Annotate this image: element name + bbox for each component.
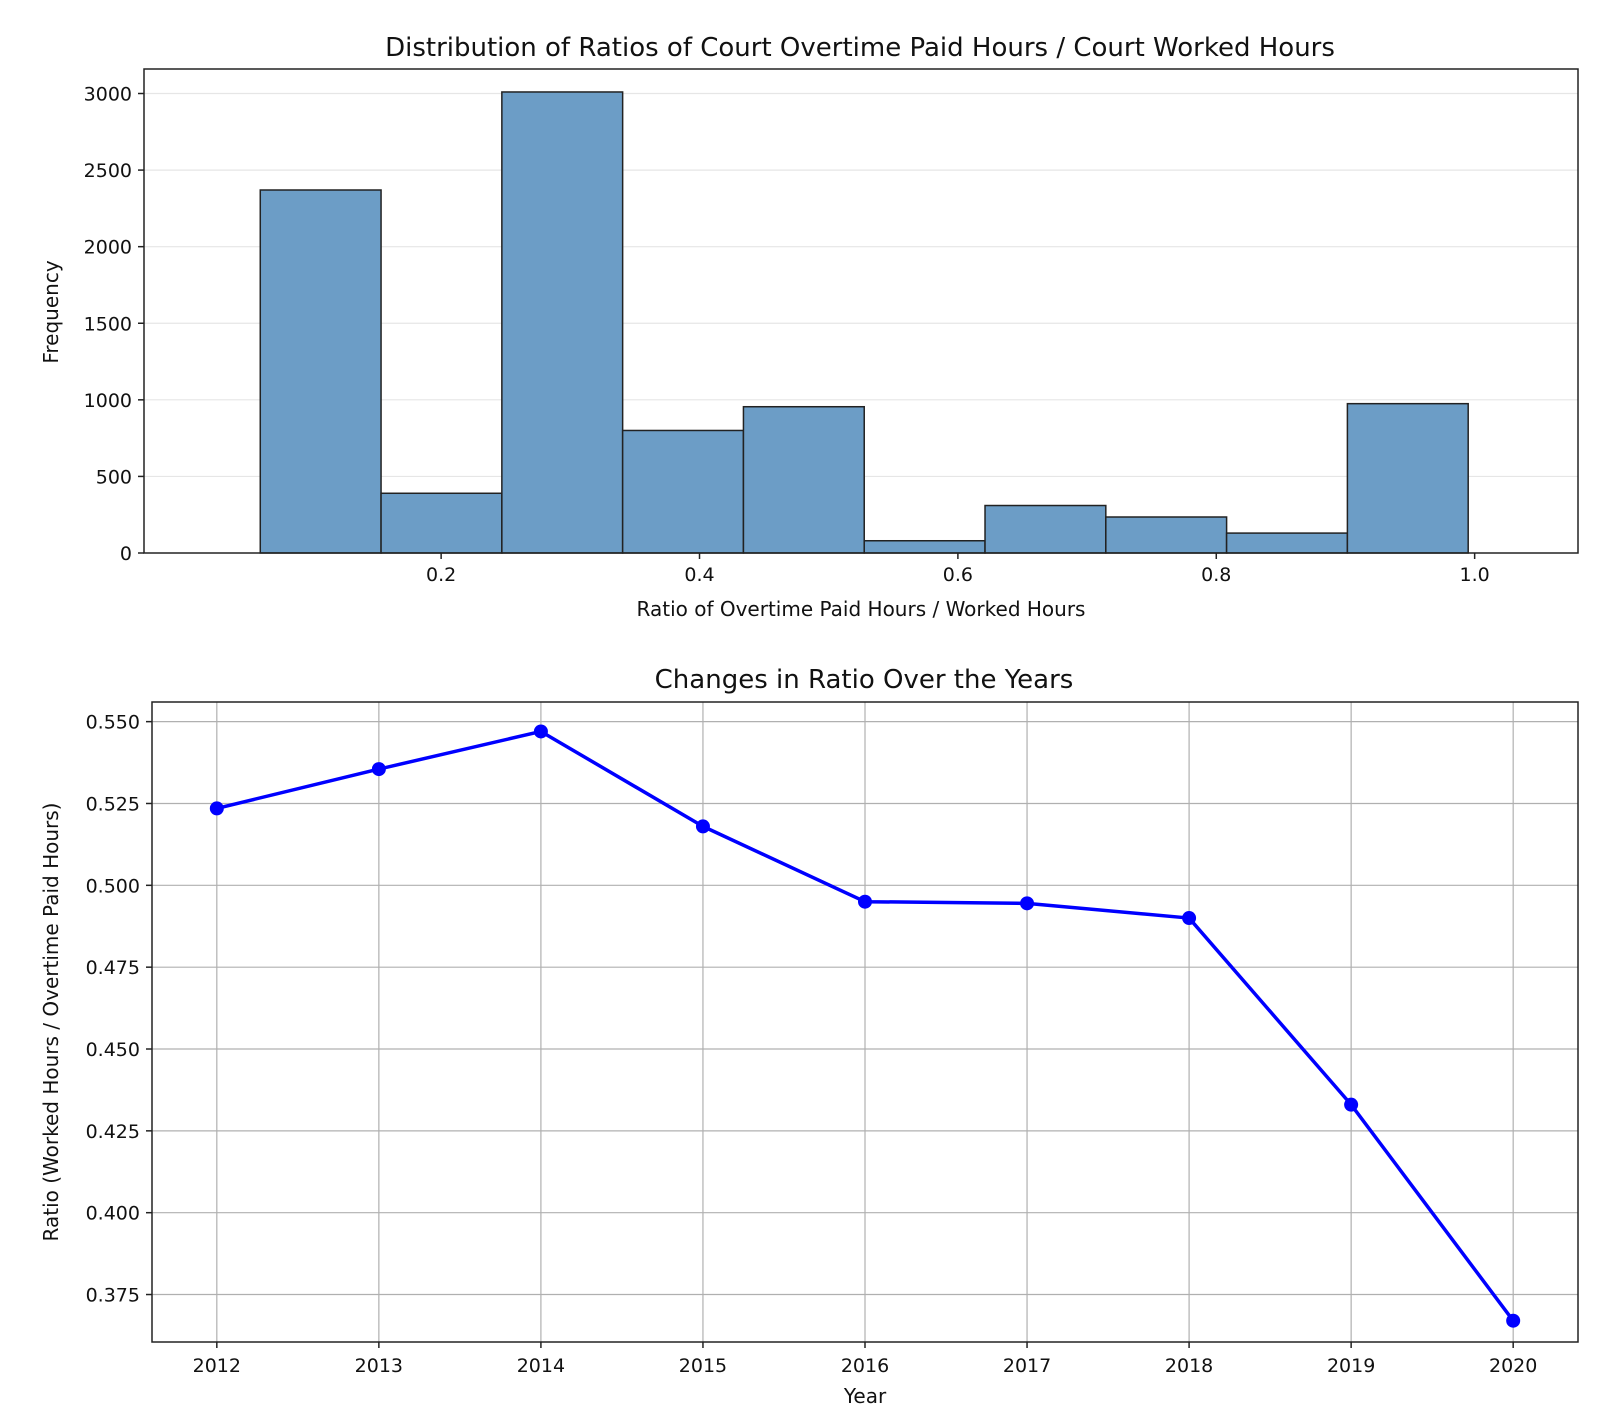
line-chart-x-axis-label: Year — [843, 1384, 887, 1408]
line-data-point — [1020, 896, 1035, 911]
histogram-y-axis-label: Frequency — [39, 260, 63, 363]
line-chart-y-ticks: 0.375 0.400 0.425 0.450 0.475 0.500 0.525 0.550 — [86, 712, 152, 1307]
histogram-x-tick-label: 0.6 — [943, 564, 973, 586]
histogram-bar — [1225, 532, 1349, 554]
histogram-x-axis-label: Ratio of Overtime Paid Hours / Worked Ho… — [637, 597, 1086, 621]
line-chart-y-tick-label: 0.425 — [86, 1121, 140, 1143]
histogram-bar — [742, 405, 865, 554]
histogram-y-tick-label: 0 — [120, 543, 132, 565]
histogram-y-tick-label: 500 — [96, 466, 132, 488]
line-chart-x-ticks: 2012 2013 2014 2015 2016 2017 2018 2019 2020 — [193, 1342, 1537, 1377]
histogram-bars — [259, 91, 1469, 554]
line-chart-x-tick-label: 2015 — [679, 1355, 727, 1377]
line-chart-x-tick-label: 2014 — [517, 1355, 565, 1377]
histogram-y-ticks: 0 500 1000 1500 2000 2500 3000 — [84, 84, 144, 565]
line-chart-gridlines — [152, 702, 1578, 1342]
line-chart-y-tick-label: 0.500 — [86, 875, 140, 897]
line-chart-y-tick-label: 0.400 — [86, 1203, 140, 1225]
histogram-x-ticks: 0.2 0.4 0.6 0.8 1.0 — [426, 553, 1490, 586]
line-data-point — [695, 819, 710, 834]
line-chart-y-tick-label: 0.375 — [86, 1285, 140, 1307]
histogram-bar — [1346, 402, 1469, 554]
histogram-y-tick-label: 1000 — [84, 390, 132, 412]
histogram-y-tick-label: 2000 — [84, 237, 132, 259]
histogram-y-tick-label: 3000 — [84, 84, 132, 106]
histogram-bar — [380, 492, 503, 554]
line-chart-y-axis-label: Ratio (Worked Hours / Overtime Paid Hour… — [39, 803, 63, 1242]
line-chart-x-tick-label: 2012 — [193, 1355, 241, 1377]
line-data-point — [371, 762, 386, 777]
histogram-bar — [1105, 516, 1228, 554]
histogram-title: Distribution of Ratios of Court Overtime… — [385, 33, 1335, 63]
histogram-bar — [621, 429, 745, 554]
line-chart-x-tick-label: 2020 — [1489, 1355, 1537, 1377]
line-chart-x-tick-label: 2019 — [1327, 1355, 1375, 1377]
histogram-y-tick-label: 2500 — [84, 160, 132, 182]
histogram-bar — [501, 91, 624, 554]
line-data-point — [1344, 1097, 1359, 1112]
line-chart: Changes in Ratio Over the Years 2012 2013… — [39, 665, 1579, 1408]
histogram-y-tick-label: 1500 — [84, 313, 132, 335]
histogram-x-tick-label: 1.0 — [1460, 564, 1490, 586]
line-chart-x-tick-label: 2016 — [841, 1355, 889, 1377]
line-data-point — [858, 894, 872, 909]
line-data-point — [533, 724, 548, 739]
line-series-points — [209, 724, 1521, 1328]
histogram-gridlines — [144, 92, 1578, 478]
histogram-x-tick-label: 0.2 — [426, 564, 456, 586]
histogram-x-tick-label: 0.8 — [1201, 564, 1231, 586]
histogram-chart: Distribution of Ratios of Court Overtime… — [39, 33, 1579, 621]
histogram-x-tick-label: 0.4 — [684, 564, 714, 586]
histogram-bar — [863, 539, 986, 554]
histogram-bar — [984, 504, 1107, 554]
line-data-point — [209, 801, 224, 816]
line-chart-title: Changes in Ratio Over the Years — [655, 665, 1074, 695]
histogram-bar — [259, 189, 382, 554]
line-data-point — [1182, 911, 1197, 926]
line-chart-y-tick-label: 0.550 — [86, 712, 140, 734]
line-chart-x-tick-label: 2017 — [1003, 1355, 1051, 1377]
line-chart-x-tick-label: 2013 — [355, 1355, 403, 1377]
line-data-point — [1506, 1313, 1521, 1328]
line-chart-y-tick-label: 0.475 — [86, 957, 140, 979]
histogram-plot-frame — [143, 68, 1579, 554]
line-chart-y-tick-label: 0.525 — [86, 793, 140, 815]
line-chart-x-tick-label: 2018 — [1165, 1355, 1213, 1377]
line-chart-y-tick-label: 0.450 — [86, 1039, 140, 1061]
